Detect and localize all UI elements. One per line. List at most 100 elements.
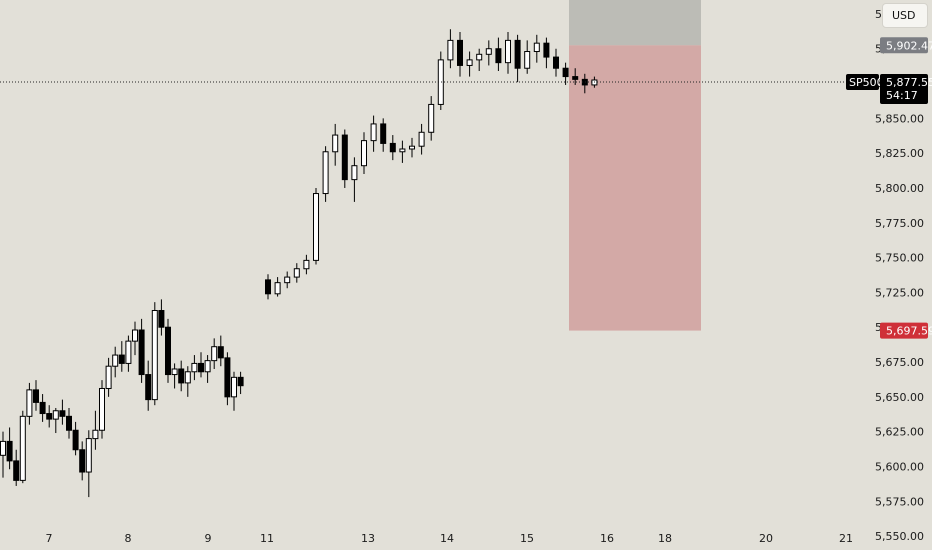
candle: [6, 427, 13, 470]
candle: [125, 335, 132, 372]
candle: [66, 407, 72, 439]
candle: [389, 135, 396, 161]
short-position-loss-zone[interactable]: [569, 45, 701, 331]
candle: [466, 51, 473, 77]
x-tick-label: 8: [125, 532, 132, 545]
target-price-badge: 5,902.47: [880, 37, 932, 54]
y-tick-label: 5,625.00: [875, 426, 924, 439]
y-tick-label: 5,600.00: [875, 460, 924, 473]
candle: [476, 48, 483, 72]
candle: [505, 32, 511, 74]
candle: [211, 338, 218, 369]
y-tick-label: 5,650.00: [875, 391, 924, 404]
candle: [151, 302, 158, 406]
candle: [543, 37, 550, 69]
candle: [533, 34, 540, 63]
candle: [341, 129, 348, 188]
candle: [191, 355, 198, 381]
candle: [85, 430, 92, 498]
candle: [524, 40, 531, 74]
candle: [237, 371, 244, 395]
candle: [495, 37, 502, 72]
candle: [303, 254, 310, 275]
candle: [361, 132, 367, 175]
candle: [72, 421, 79, 456]
candlestick-series: [0, 29, 598, 498]
candle: [33, 380, 39, 411]
y-tick-label: 5,775.00: [875, 217, 924, 230]
bar-countdown-label: 54:17: [886, 89, 918, 102]
target-price-label: 5,902.47: [886, 39, 932, 52]
candle: [79, 441, 86, 481]
y-tick-label: 5,750.00: [875, 252, 924, 265]
candle: [332, 123, 339, 166]
symbol-badge: SP500: [846, 73, 884, 90]
candle: [572, 68, 579, 85]
candle: [59, 399, 66, 425]
symbol-label: SP500: [849, 76, 884, 89]
candle: [132, 321, 138, 356]
candle: [313, 187, 319, 265]
x-tick-label: 13: [361, 532, 375, 545]
candle: [485, 40, 492, 66]
y-tick-label: 5,825.00: [875, 147, 924, 160]
x-tick-label: 16: [600, 532, 614, 545]
candle: [293, 263, 300, 283]
y-tick-label: 5,725.00: [875, 286, 924, 299]
candle: [370, 115, 377, 152]
candle: [284, 271, 291, 289]
candle: [428, 96, 435, 141]
candle: [184, 366, 191, 397]
candle: [171, 363, 178, 389]
candle: [52, 407, 59, 434]
time-axis[interactable]: 7 8 9 11 13 14 15 16 18 20 21: [46, 532, 854, 545]
stop-price-label: 5,697.59: [886, 325, 932, 338]
candle: [145, 360, 152, 411]
y-tick-label: 5,800.00: [875, 182, 924, 195]
stop-price-badge: 5,697.59: [880, 322, 932, 339]
candle: [198, 352, 204, 378]
candle: [92, 410, 99, 450]
candle: [158, 299, 165, 336]
candle: [204, 355, 211, 383]
x-tick-label: 7: [46, 532, 53, 545]
candle: [112, 346, 119, 378]
short-position-profit-zone[interactable]: [569, 0, 701, 46]
x-tick-label: 18: [658, 532, 672, 545]
last-price-badge: 5,877.55 54:17: [880, 73, 932, 104]
candle: [39, 394, 46, 422]
candle: [457, 32, 463, 77]
x-tick-label: 15: [520, 532, 534, 545]
candle: [231, 371, 237, 411]
x-tick-label: 9: [205, 532, 212, 545]
y-tick-label: 5,850.00: [875, 112, 924, 125]
candle: [447, 29, 454, 69]
candle: [322, 146, 329, 202]
candle: [399, 140, 406, 163]
x-tick-label: 21: [839, 532, 853, 545]
candle: [178, 360, 185, 392]
candle: [437, 51, 444, 110]
x-tick-label: 14: [440, 532, 454, 545]
candle: [13, 449, 20, 486]
candle: [562, 62, 569, 85]
x-tick-label: 20: [759, 532, 773, 545]
y-tick-label: 5,550.00: [875, 530, 924, 543]
candle: [138, 318, 145, 383]
candle: [19, 410, 26, 484]
candle: [409, 137, 415, 158]
candle: [265, 274, 271, 300]
currency-button[interactable]: USD: [882, 3, 928, 28]
candle: [99, 380, 105, 439]
candle: [118, 341, 125, 372]
candle: [553, 48, 559, 77]
last-price-label: 5,877.55: [886, 76, 932, 89]
y-tick-label: 5,575.00: [875, 495, 924, 508]
y-tick-label: 5,675.00: [875, 356, 924, 369]
candle: [26, 382, 33, 425]
x-tick-label: 11: [260, 532, 274, 545]
candle: [0, 431, 6, 478]
candle: [380, 118, 387, 152]
